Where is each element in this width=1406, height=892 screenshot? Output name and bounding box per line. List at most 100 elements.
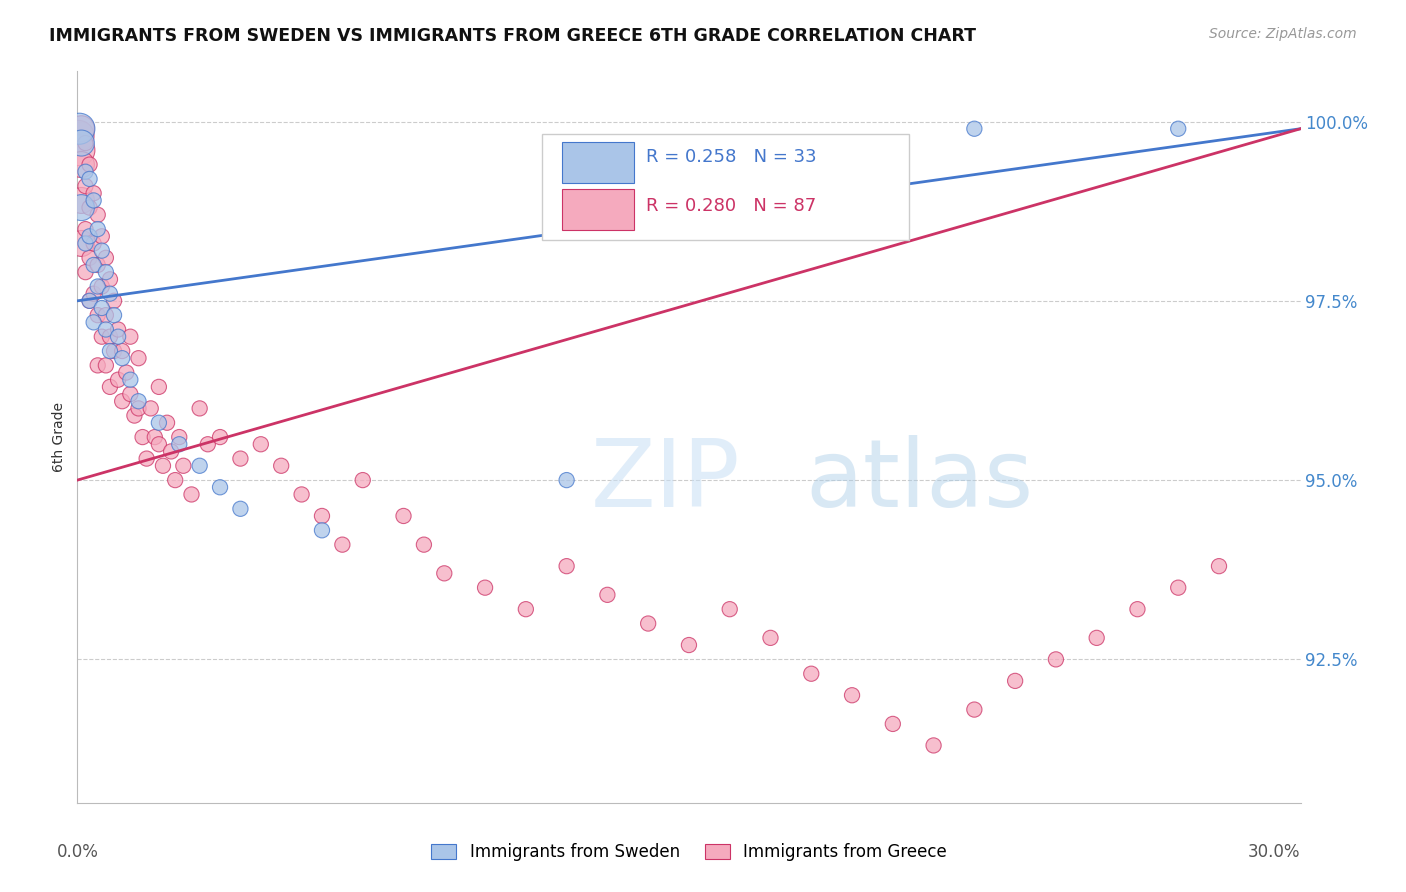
Point bbox=[87, 208, 110, 222]
Point bbox=[79, 293, 101, 308]
Point bbox=[127, 394, 149, 409]
Point bbox=[111, 394, 134, 409]
Point bbox=[70, 194, 93, 208]
Point bbox=[67, 128, 90, 143]
Point bbox=[70, 158, 93, 172]
Point bbox=[169, 430, 191, 444]
Point bbox=[90, 301, 112, 315]
Point bbox=[83, 315, 105, 329]
Point bbox=[87, 258, 110, 272]
Point bbox=[596, 588, 619, 602]
Point bbox=[103, 344, 125, 359]
Point bbox=[124, 409, 146, 423]
Point bbox=[392, 508, 415, 523]
Point bbox=[180, 487, 202, 501]
Point bbox=[165, 473, 187, 487]
Point bbox=[111, 351, 134, 366]
Point bbox=[120, 373, 142, 387]
Point bbox=[1126, 602, 1149, 616]
Point bbox=[70, 121, 93, 136]
Text: atlas: atlas bbox=[806, 435, 1033, 527]
Point bbox=[197, 437, 219, 451]
Point bbox=[94, 265, 117, 279]
Point bbox=[98, 286, 121, 301]
Point bbox=[127, 351, 149, 366]
Point bbox=[79, 293, 101, 308]
Point bbox=[311, 524, 333, 538]
Point bbox=[759, 631, 782, 645]
Point bbox=[75, 222, 97, 236]
Text: Source: ZipAtlas.com: Source: ZipAtlas.com bbox=[1209, 27, 1357, 41]
Point bbox=[127, 401, 149, 416]
Point bbox=[515, 602, 537, 616]
Point bbox=[1004, 673, 1026, 688]
Point bbox=[229, 451, 252, 466]
Point bbox=[1208, 559, 1230, 574]
Point bbox=[94, 251, 117, 265]
Point bbox=[79, 172, 101, 186]
Text: 30.0%: 30.0% bbox=[1249, 843, 1301, 861]
Point bbox=[156, 416, 179, 430]
Point bbox=[311, 508, 333, 523]
Point bbox=[148, 416, 170, 430]
Point bbox=[172, 458, 194, 473]
Point bbox=[1085, 631, 1108, 645]
Point bbox=[1167, 581, 1189, 595]
Point bbox=[90, 279, 112, 293]
Point bbox=[290, 487, 312, 501]
Point bbox=[67, 121, 90, 136]
Point bbox=[83, 236, 105, 251]
Point bbox=[94, 308, 117, 322]
Point bbox=[120, 329, 142, 343]
Y-axis label: 6th Grade: 6th Grade bbox=[52, 402, 66, 472]
Point bbox=[70, 236, 93, 251]
Point bbox=[98, 380, 121, 394]
Point bbox=[79, 201, 101, 215]
Point bbox=[107, 329, 129, 343]
Point bbox=[111, 344, 134, 359]
Point bbox=[800, 666, 823, 681]
Point bbox=[270, 458, 292, 473]
Point bbox=[75, 265, 97, 279]
Point bbox=[718, 602, 741, 616]
Point bbox=[70, 201, 93, 215]
Point bbox=[678, 638, 700, 652]
Point bbox=[229, 501, 252, 516]
Point bbox=[98, 329, 121, 343]
FancyBboxPatch shape bbox=[562, 142, 634, 183]
Point bbox=[413, 538, 436, 552]
Point bbox=[143, 430, 166, 444]
Legend: Immigrants from Sweden, Immigrants from Greece: Immigrants from Sweden, Immigrants from … bbox=[425, 837, 953, 868]
Point bbox=[332, 538, 354, 552]
Point bbox=[79, 158, 101, 172]
Point bbox=[131, 430, 153, 444]
Point bbox=[87, 279, 110, 293]
Text: 0.0%: 0.0% bbox=[56, 843, 98, 861]
Point bbox=[841, 688, 863, 702]
Point bbox=[188, 401, 211, 416]
FancyBboxPatch shape bbox=[543, 134, 910, 240]
Text: IMMIGRANTS FROM SWEDEN VS IMMIGRANTS FROM GREECE 6TH GRADE CORRELATION CHART: IMMIGRANTS FROM SWEDEN VS IMMIGRANTS FRO… bbox=[49, 27, 976, 45]
Point bbox=[70, 136, 93, 150]
Point bbox=[67, 143, 90, 157]
Point bbox=[83, 194, 105, 208]
Point bbox=[87, 308, 110, 322]
Point bbox=[474, 581, 496, 595]
Point bbox=[90, 244, 112, 258]
FancyBboxPatch shape bbox=[562, 189, 634, 230]
Point bbox=[208, 480, 231, 494]
Point bbox=[107, 373, 129, 387]
Point bbox=[87, 359, 110, 373]
Point bbox=[120, 387, 142, 401]
Point bbox=[555, 559, 578, 574]
Point bbox=[103, 293, 125, 308]
Point bbox=[148, 437, 170, 451]
Point bbox=[75, 136, 97, 150]
Point bbox=[98, 344, 121, 359]
Point bbox=[152, 458, 174, 473]
Point bbox=[83, 258, 105, 272]
Point bbox=[90, 329, 112, 343]
Point bbox=[352, 473, 374, 487]
Text: R = 0.280   N = 87: R = 0.280 N = 87 bbox=[647, 196, 817, 215]
Point bbox=[1045, 652, 1067, 666]
